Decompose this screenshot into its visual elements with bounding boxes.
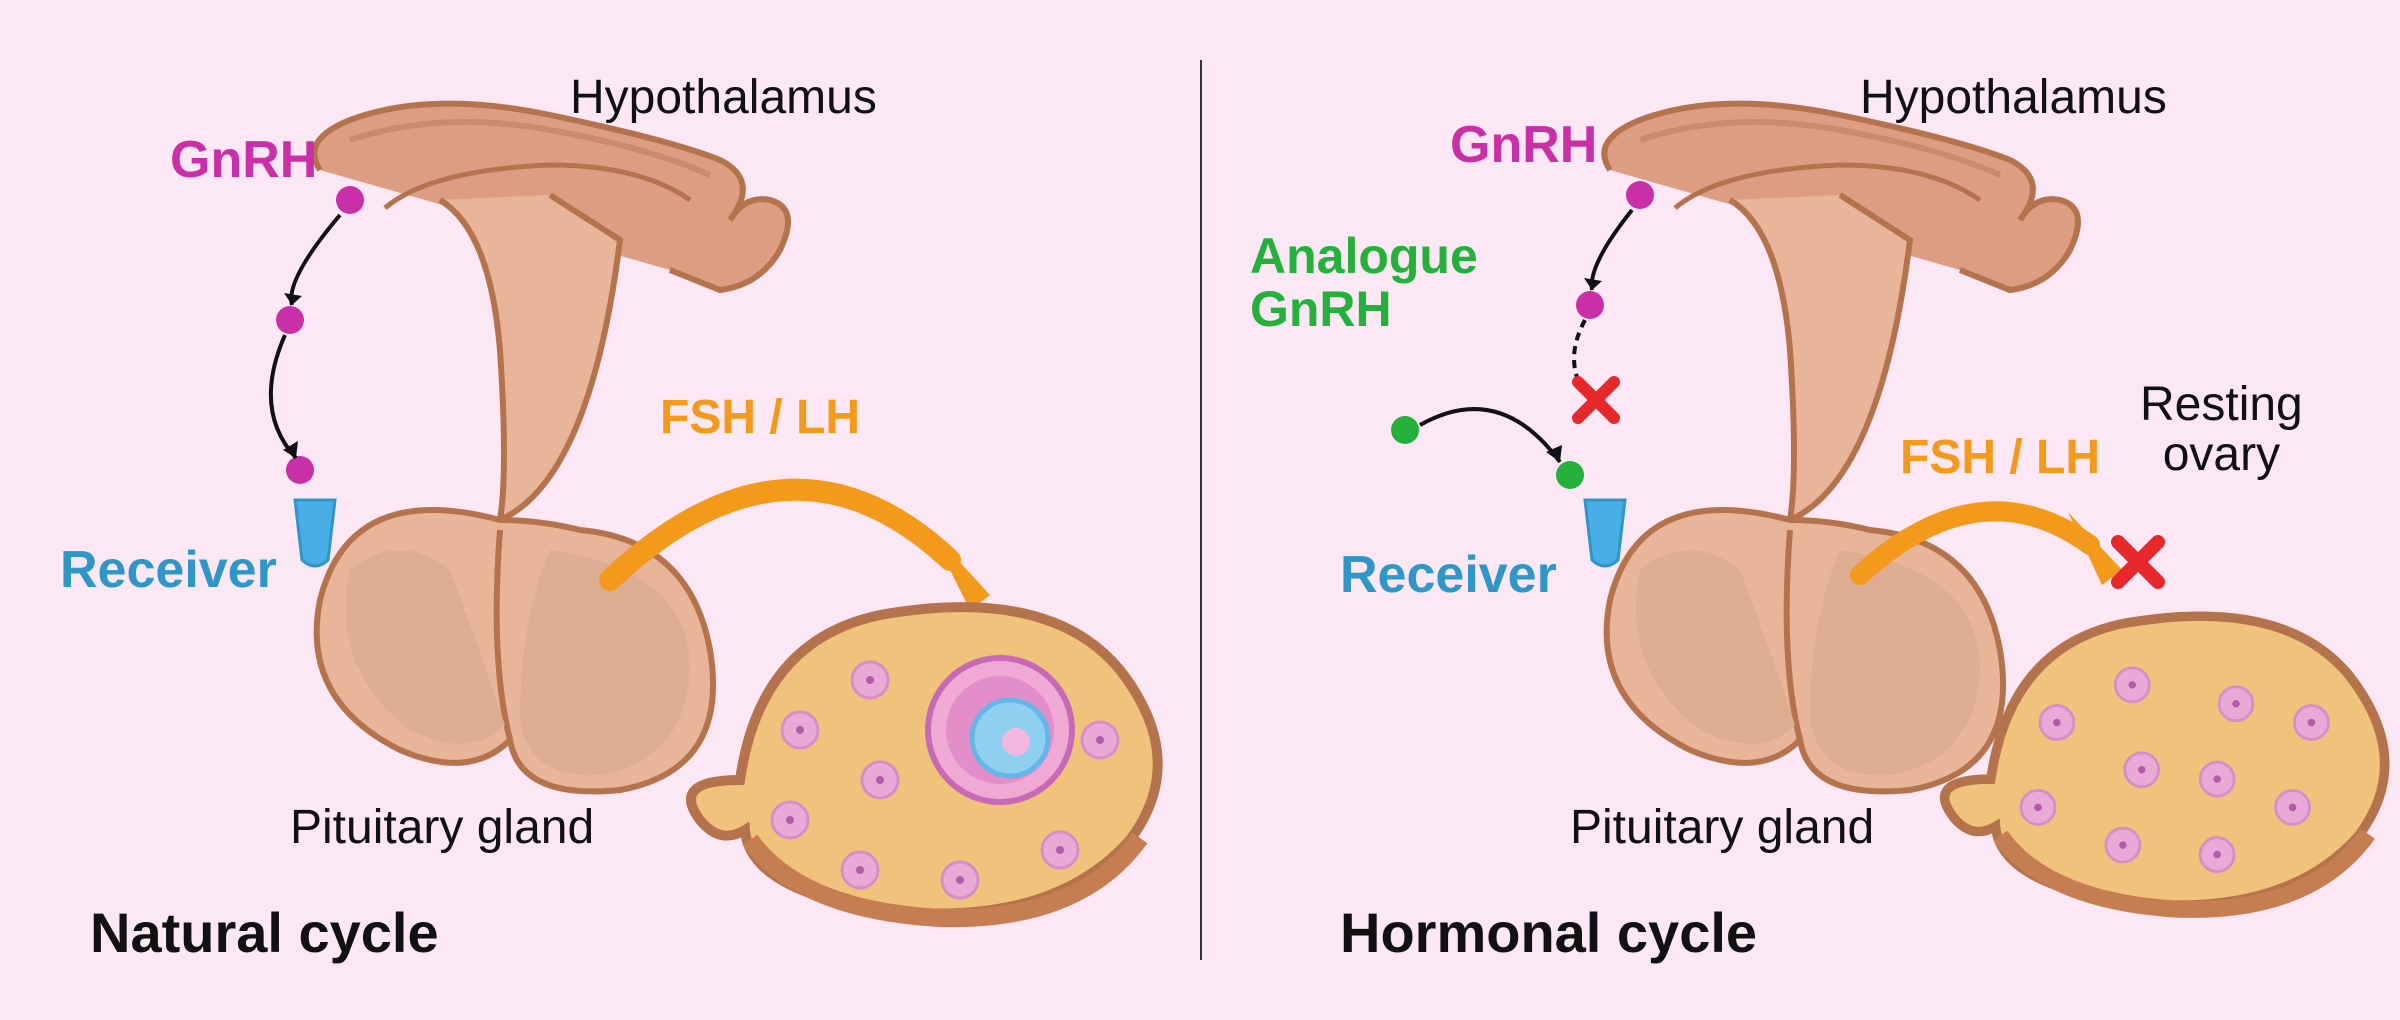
x-mark-icon [2118,542,2158,582]
receiver-label: Receiver [1340,545,1557,605]
hypothalamus-label: Hypothalamus [1860,70,2167,125]
analogue-label: Analogue GnRH [1250,230,1478,335]
hypothalamus-label: Hypothalamus [570,70,877,125]
pituitary-label: Pituitary gland [290,800,594,855]
gnrh-label: GnRH [1450,115,1597,175]
receiver-label: Receiver [60,540,277,600]
fshlh-label: FSH / LH [1900,430,2100,485]
panel-title: Hormonal cycle [1340,900,1757,965]
panel-natural-cycle: Hypothalamus GnRH Receiver FSH / LH Pitu… [0,0,1200,1020]
ovary-illustration [1930,600,2400,930]
resting-ovary-label: Resting ovary [2140,380,2303,481]
ovary-illustration [680,590,1180,940]
pituitary-label: Pituitary gland [1570,800,1874,855]
fshlh-label: FSH / LH [660,390,860,445]
panel-hormonal-cycle: Hypothalamus GnRH Analogue GnRH Receiver… [1200,0,2400,1020]
diagram-canvas: Hypothalamus GnRH Receiver FSH / LH Pitu… [0,0,2400,1020]
dominant-follicle-icon [928,658,1072,802]
gnrh-label: GnRH [170,130,317,190]
panel-title: Natural cycle [90,900,439,965]
